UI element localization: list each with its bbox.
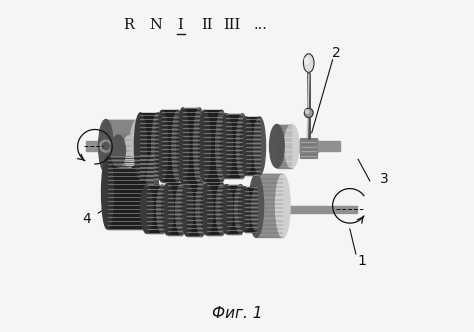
Ellipse shape <box>141 185 153 233</box>
Text: 1: 1 <box>357 254 366 268</box>
Text: 4: 4 <box>82 212 91 226</box>
Bar <box>118 135 130 167</box>
Text: III: III <box>223 18 241 32</box>
Bar <box>207 184 222 235</box>
Ellipse shape <box>305 57 309 63</box>
Ellipse shape <box>249 174 264 237</box>
Ellipse shape <box>201 184 213 235</box>
Ellipse shape <box>303 54 314 72</box>
Ellipse shape <box>181 182 193 236</box>
Bar <box>277 124 292 168</box>
Ellipse shape <box>146 156 159 229</box>
Ellipse shape <box>130 120 145 173</box>
Text: Фиг. 1: Фиг. 1 <box>212 306 262 321</box>
Bar <box>227 114 242 179</box>
Bar <box>256 174 283 237</box>
Ellipse shape <box>177 108 189 184</box>
Text: I: I <box>178 18 183 32</box>
Ellipse shape <box>235 185 246 234</box>
Ellipse shape <box>284 124 299 168</box>
Bar <box>86 141 114 151</box>
Bar <box>246 117 260 175</box>
Bar <box>227 185 241 234</box>
Text: ...: ... <box>253 18 267 32</box>
Bar <box>287 206 356 213</box>
Bar <box>168 184 182 235</box>
Ellipse shape <box>304 108 313 118</box>
Bar <box>140 113 158 179</box>
Ellipse shape <box>101 156 113 229</box>
Ellipse shape <box>240 117 252 175</box>
Ellipse shape <box>102 142 109 150</box>
Text: R: R <box>124 18 135 32</box>
Ellipse shape <box>111 135 126 167</box>
Ellipse shape <box>193 108 205 184</box>
Ellipse shape <box>172 110 184 182</box>
Bar <box>318 141 340 151</box>
Text: N: N <box>149 18 162 32</box>
Ellipse shape <box>175 184 188 235</box>
Bar <box>183 108 200 184</box>
Bar <box>106 120 137 173</box>
Ellipse shape <box>196 182 208 236</box>
Bar <box>108 156 153 229</box>
Ellipse shape <box>239 187 251 232</box>
Bar <box>204 110 222 182</box>
Ellipse shape <box>216 110 228 182</box>
Bar <box>187 182 202 236</box>
Ellipse shape <box>270 124 284 168</box>
Ellipse shape <box>152 113 164 179</box>
Bar <box>300 138 318 158</box>
Ellipse shape <box>275 174 290 237</box>
Ellipse shape <box>135 113 146 179</box>
Text: II: II <box>201 18 213 32</box>
Text: 3: 3 <box>380 172 389 186</box>
Ellipse shape <box>220 114 232 179</box>
Bar <box>290 140 318 152</box>
Ellipse shape <box>156 185 169 233</box>
Ellipse shape <box>123 135 137 167</box>
Ellipse shape <box>100 140 112 152</box>
Bar <box>162 110 178 182</box>
Ellipse shape <box>216 184 228 235</box>
Ellipse shape <box>199 110 210 182</box>
Text: 2: 2 <box>332 46 341 60</box>
Ellipse shape <box>162 184 173 235</box>
Ellipse shape <box>237 114 248 179</box>
Ellipse shape <box>305 110 309 113</box>
Bar <box>146 185 163 233</box>
Bar <box>245 187 257 232</box>
Ellipse shape <box>254 117 265 175</box>
Ellipse shape <box>251 187 263 232</box>
Ellipse shape <box>221 185 233 234</box>
Ellipse shape <box>99 120 113 173</box>
Ellipse shape <box>156 110 168 182</box>
Bar <box>124 206 287 213</box>
